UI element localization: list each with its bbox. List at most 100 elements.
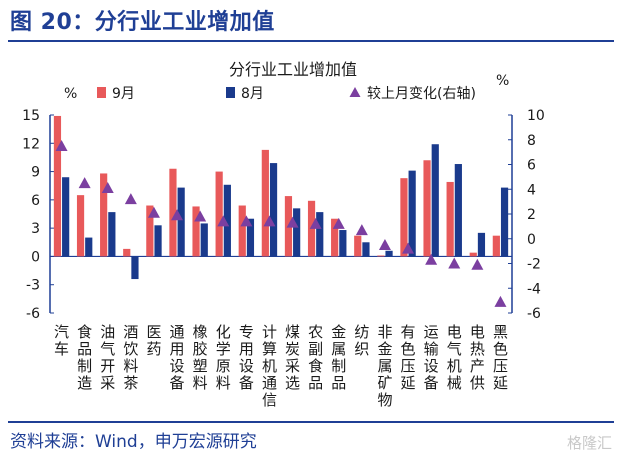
category-label: 料 (123, 357, 138, 375)
category-label: 延 (493, 374, 508, 392)
category-label: 色 (401, 340, 416, 358)
category-label: 金 (377, 340, 392, 358)
category-label: 物 (377, 391, 392, 409)
change-marker (147, 206, 160, 218)
right-tick-label: 10 (527, 108, 545, 124)
bar-aug (339, 230, 347, 257)
bar-sep (261, 149, 269, 257)
change-marker (124, 193, 137, 205)
category-label: 纺 (354, 323, 369, 341)
legend-marker-change (349, 87, 361, 97)
change-marker (494, 295, 507, 307)
category-label: 品 (77, 340, 92, 358)
category-label: 用 (239, 340, 254, 358)
change-marker (171, 209, 184, 221)
bar-aug (385, 250, 393, 257)
category-label: 备 (170, 374, 185, 392)
bar-aug (500, 187, 509, 257)
category-label: 算 (262, 340, 277, 358)
left-tick-label: 6 (31, 193, 40, 209)
category-label: 料 (216, 374, 231, 392)
change-marker (101, 182, 114, 194)
category-label: 副 (308, 340, 323, 358)
bar-sep (238, 205, 246, 257)
category-label: 农 (308, 323, 323, 341)
change-marker (471, 258, 484, 270)
right-axis-unit: % (496, 73, 509, 89)
category-label: 制 (331, 357, 346, 375)
category-label: 运 (424, 323, 439, 341)
change-marker (286, 216, 299, 228)
change-marker (217, 215, 230, 227)
category-label: 油 (100, 323, 115, 341)
category-label: 胶 (193, 340, 208, 358)
category-label: 车 (54, 340, 69, 358)
right-tick-label: 6 (527, 158, 536, 174)
category-label: 药 (146, 340, 161, 358)
category-label: 酒 (123, 323, 138, 341)
category-label: 备 (424, 374, 439, 392)
category-label: 专 (239, 323, 254, 341)
bar-sep (76, 195, 85, 257)
category-label: 产 (470, 357, 485, 375)
right-tick-label: -2 (527, 257, 541, 273)
right-tick-label: 8 (527, 133, 536, 149)
category-label: 有 (401, 323, 416, 341)
category-label: 料 (193, 374, 208, 392)
legend-swatch-sep (97, 87, 106, 98)
category-label: 选 (285, 374, 300, 392)
category-label: 采 (100, 374, 115, 392)
left-tick-label: -3 (26, 278, 40, 294)
category-label: 金 (331, 323, 346, 341)
legend-swatch-aug (226, 87, 235, 98)
left-tick-label: 15 (22, 108, 40, 124)
bar-sep (123, 248, 131, 257)
bar-aug (131, 256, 139, 280)
bar-aug (62, 177, 70, 257)
bar-sep (400, 178, 408, 257)
category-label: 采 (285, 357, 300, 375)
bar-sep (469, 252, 477, 257)
category-label: 造 (77, 374, 92, 392)
category-label: 开 (100, 357, 115, 375)
change-marker (194, 210, 207, 222)
category-label: 橡 (193, 323, 208, 341)
bar-aug (200, 223, 208, 257)
change-marker (332, 217, 345, 229)
bar-aug (362, 242, 370, 257)
category-label: 备 (239, 374, 254, 392)
category-label: 械 (447, 374, 462, 392)
category-label: 属 (377, 357, 392, 375)
bar-sep (331, 218, 339, 257)
figure-title: 图 20：分行业工业增加值 (10, 10, 275, 35)
right-tick-label: 2 (527, 207, 536, 223)
category-label: 属 (331, 340, 346, 358)
bar-sep (192, 206, 200, 257)
bar-aug (269, 163, 278, 257)
chart-title: 分行业工业增加值 (229, 60, 357, 79)
bar-aug (108, 212, 116, 257)
category-label: 电 (447, 323, 462, 341)
bar-sep (146, 205, 154, 257)
legend-label-sep: 9月 (112, 86, 135, 102)
bar-aug (85, 237, 93, 257)
category-label: 信 (262, 391, 277, 409)
category-label: 设 (424, 357, 439, 375)
category-label: 原 (216, 357, 231, 375)
category-label: 黑 (493, 323, 508, 341)
category-label: 延 (401, 374, 416, 392)
change-marker (355, 224, 368, 236)
category-label: 设 (239, 357, 254, 375)
category-label: 制 (77, 357, 92, 375)
change-marker (309, 217, 322, 229)
left-tick-label: 12 (22, 136, 40, 152)
bar-sep (492, 235, 500, 257)
category-label: 食 (77, 323, 92, 341)
bar-aug (454, 164, 462, 257)
change-marker (240, 215, 253, 227)
category-label: 医 (146, 323, 161, 341)
category-label: 用 (170, 340, 185, 358)
category-label: 供 (470, 374, 485, 392)
bottom-rule (8, 421, 614, 423)
category-label: 煤 (285, 323, 300, 341)
